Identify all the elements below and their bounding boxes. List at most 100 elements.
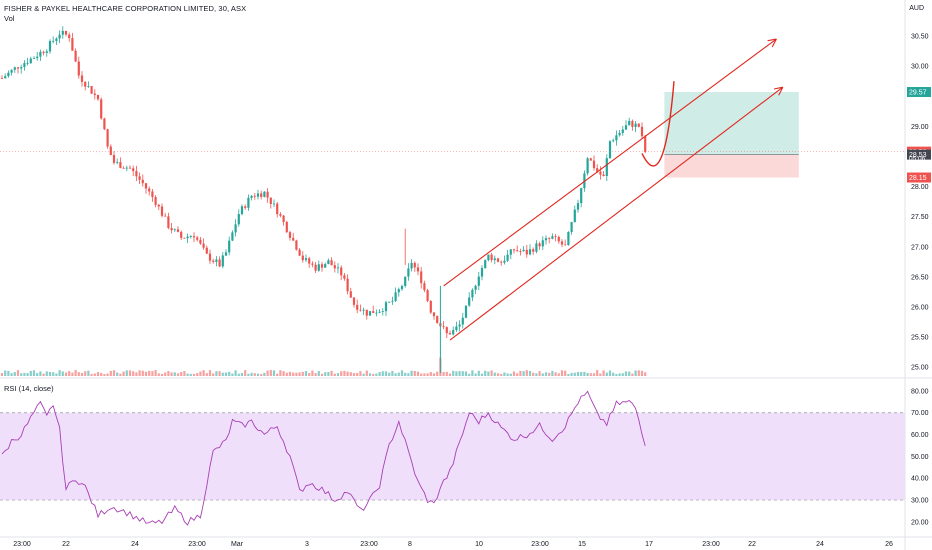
projection-curve	[641, 81, 675, 167]
volume-bar	[397, 372, 400, 376]
candle	[496, 258, 500, 262]
arrow-head	[767, 38, 777, 42]
candle	[340, 267, 343, 276]
volume-bar	[224, 372, 228, 376]
candle	[576, 203, 580, 210]
candle	[256, 193, 260, 197]
price-tick-label: 27.00	[911, 244, 929, 251]
candle	[109, 146, 112, 156]
candle	[116, 162, 119, 163]
volume-bar	[256, 373, 260, 376]
volume-bar	[154, 370, 157, 376]
volume-bar	[612, 372, 615, 376]
volume-bar	[196, 373, 199, 376]
candle	[93, 93, 96, 95]
candle	[400, 285, 404, 290]
candle	[205, 247, 208, 254]
volume-bar	[292, 372, 295, 376]
candle	[154, 197, 157, 205]
volume-bar	[480, 373, 484, 376]
volume-bar	[90, 373, 93, 376]
time-tick-label: 8	[408, 541, 412, 548]
volume-bar	[164, 372, 167, 376]
volume-bar	[23, 372, 26, 376]
candle	[394, 292, 397, 301]
candle	[490, 254, 493, 261]
candle	[39, 51, 42, 57]
candle	[509, 249, 512, 255]
price-badge	[907, 149, 931, 160]
volume-bar	[330, 370, 333, 376]
volume-bar	[116, 372, 119, 376]
volume-bar	[410, 370, 413, 376]
candle	[333, 265, 336, 269]
candle	[391, 300, 394, 302]
candle	[420, 271, 423, 284]
candle	[378, 311, 381, 313]
volume-bar	[567, 373, 570, 376]
price-badge	[907, 172, 931, 183]
price-tick-label: 27.50	[911, 214, 929, 221]
volume-bar	[144, 371, 148, 376]
candle	[612, 140, 615, 142]
candle	[445, 327, 448, 334]
candle	[602, 174, 605, 176]
candle	[218, 259, 221, 267]
volume-bar	[378, 372, 381, 376]
candle	[471, 289, 474, 298]
time-tick-label: 15	[578, 541, 586, 548]
stop-zone	[664, 154, 799, 178]
volume-bar	[423, 373, 426, 376]
time-tick-label: 23:00	[13, 541, 31, 548]
candle	[23, 63, 26, 68]
volume-bar	[61, 371, 64, 376]
candle	[4, 76, 7, 79]
volume-bar	[640, 370, 644, 376]
price-tick-label: 28.00	[911, 184, 929, 191]
volume-bar	[125, 370, 128, 376]
price-tick-label: 25.00	[911, 365, 929, 372]
volume-bar	[416, 371, 420, 376]
volume-bar	[388, 372, 391, 376]
candle	[202, 243, 205, 248]
volume-bar	[167, 371, 170, 376]
volume-bar	[288, 371, 292, 376]
candle	[180, 231, 183, 238]
volume-bar	[615, 373, 618, 376]
candle	[231, 232, 234, 241]
volume-bar	[506, 373, 509, 376]
volume-bar	[464, 371, 468, 376]
candle	[583, 173, 586, 189]
price-tick-label: 30.50	[911, 34, 929, 41]
candle	[330, 260, 333, 266]
candle	[13, 67, 16, 70]
candle	[26, 63, 29, 64]
volume-bar	[170, 372, 173, 376]
candle	[544, 238, 548, 241]
volume-bar	[276, 373, 279, 376]
candle	[7, 72, 10, 77]
volume-bar	[368, 373, 372, 376]
volume-bar	[432, 373, 436, 376]
candle	[564, 244, 567, 246]
volume-bar	[295, 372, 298, 376]
volume-bar	[570, 372, 573, 376]
candle	[461, 317, 464, 325]
volume-bar	[260, 373, 263, 376]
candle	[48, 41, 52, 52]
volume-bar	[487, 371, 490, 376]
candle	[228, 240, 231, 253]
volume-bar	[560, 370, 564, 376]
volume-bar	[298, 372, 301, 376]
volume-bar	[29, 370, 32, 376]
candle	[567, 232, 570, 246]
volume-bar	[628, 371, 631, 376]
volume-bar	[455, 371, 458, 376]
volume-bar	[279, 370, 282, 376]
volume-bar	[538, 371, 541, 376]
volume-bar	[138, 370, 141, 376]
candle	[436, 316, 439, 324]
candle	[519, 251, 522, 252]
candle	[285, 221, 288, 233]
